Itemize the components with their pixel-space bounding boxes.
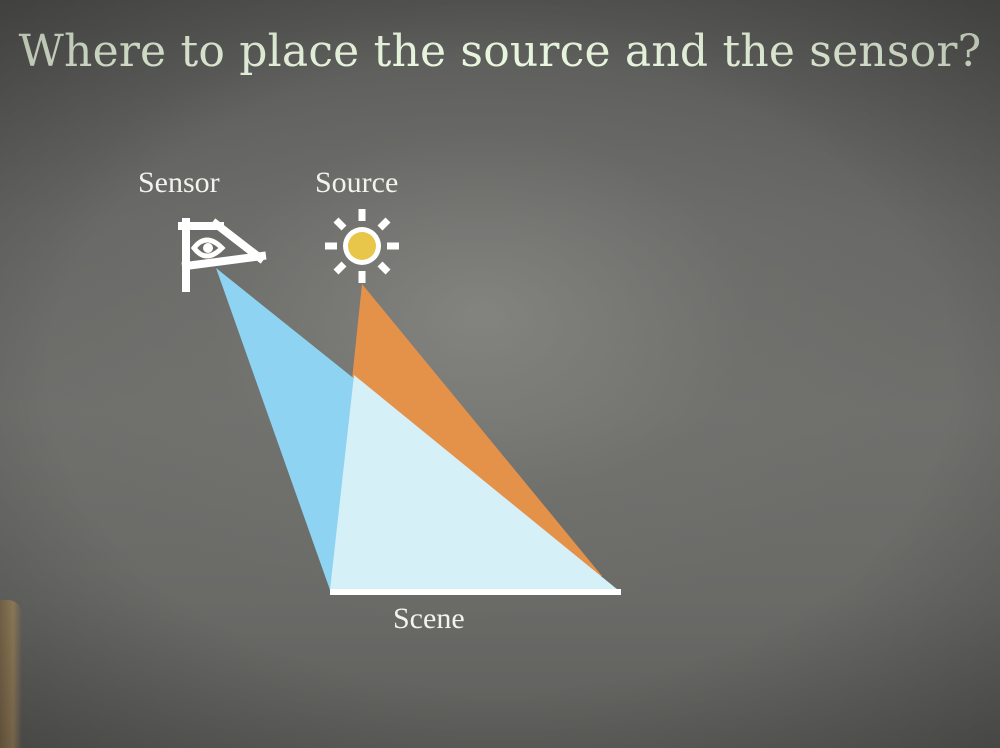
slide-title: Where to place the source and the sensor… (18, 26, 982, 77)
eye-icon (178, 218, 267, 292)
source-label: Source (315, 166, 399, 199)
sun-icon (325, 209, 399, 283)
presenter-shoulder (0, 600, 22, 748)
overlap-region (330, 375, 618, 590)
sensor-label: Sensor (138, 166, 220, 199)
scene-label: Scene (393, 602, 465, 635)
